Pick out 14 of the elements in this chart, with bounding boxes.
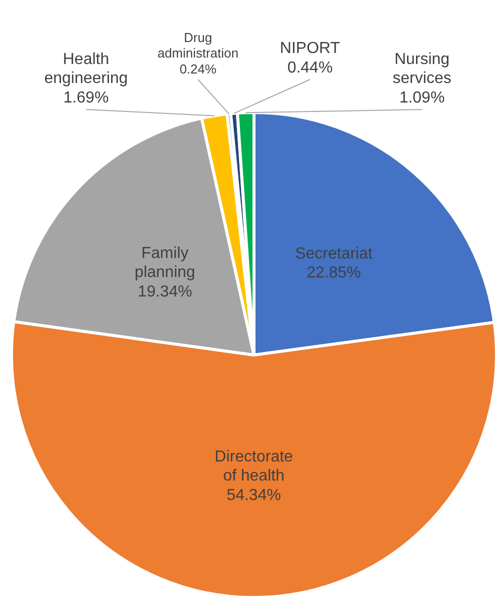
slice-label: Family planning [134,244,196,282]
data-label: 0.44% [287,59,333,76]
data-label: 54.34% [226,486,281,504]
data-label: 1.69% [63,89,109,106]
slice-label: Health engineering [44,50,128,88]
slice-label: Drug administration [158,30,238,61]
slice-label: Secretariat [295,245,373,262]
data-label: 0.24% [180,61,217,76]
slice-label: Directorate of health [214,448,294,485]
slice-label: Nursing services [392,50,452,88]
data-label: 19.34% [138,283,192,300]
slice-label: NIPORT [280,40,340,58]
data-label: 1.09% [399,89,445,106]
data-label: 22.85% [306,264,361,282]
